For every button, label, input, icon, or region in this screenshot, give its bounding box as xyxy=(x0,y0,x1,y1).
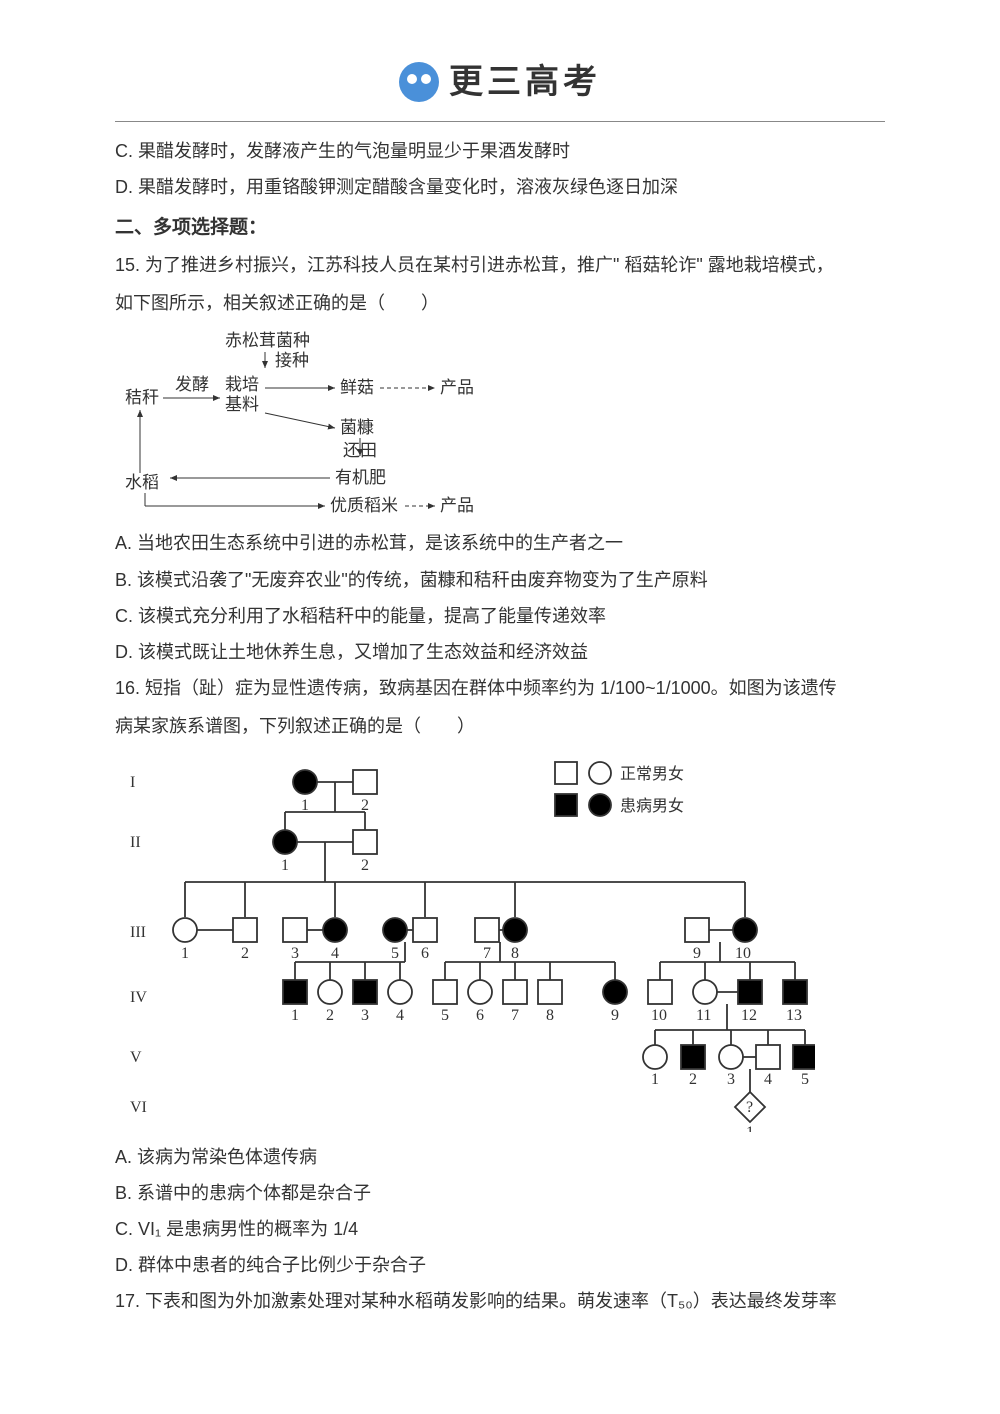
svg-text:2: 2 xyxy=(326,1007,334,1024)
q16-stem-2: 病某家族系谱图，下列叙述正确的是（ ） xyxy=(115,709,885,743)
svg-text:8: 8 xyxy=(511,945,519,962)
q16-opt-a: A. 该病为常染色体遗传病 xyxy=(115,1140,885,1174)
svg-text:8: 8 xyxy=(546,1007,554,1024)
svg-text:4: 4 xyxy=(764,1071,772,1088)
header-rule xyxy=(115,121,885,122)
svg-text:发酵: 发酵 xyxy=(175,375,209,394)
q15-opt-c: C. 该模式充分利用了水稻秸秆中的能量，提高了能量传递效率 xyxy=(115,599,885,633)
svg-text:秸秆: 秸秆 xyxy=(125,388,159,407)
svg-text:1: 1 xyxy=(291,1007,299,1024)
logo-text: 更三高考 xyxy=(449,50,601,115)
svg-text:9: 9 xyxy=(611,1007,619,1024)
q16-opt-b: B. 系谱中的患病个体都是杂合子 xyxy=(115,1176,885,1210)
svg-text:7: 7 xyxy=(511,1007,519,1024)
svg-text:接种: 接种 xyxy=(275,351,309,370)
q15-stem-2: 如下图所示，相关叙述正确的是（ ） xyxy=(115,286,885,320)
svg-text:4: 4 xyxy=(331,945,339,962)
svg-text:3: 3 xyxy=(727,1071,735,1088)
q16-stem-1: 16. 短指（趾）症为显性遗传病，致病基因在群体中频率约为 1/100~1/10… xyxy=(115,671,885,705)
svg-text:有机肥: 有机肥 xyxy=(335,468,386,487)
svg-text:基料: 基料 xyxy=(225,395,259,414)
svg-text:3: 3 xyxy=(291,945,299,962)
svg-text:13: 13 xyxy=(786,1007,802,1024)
svg-text:5: 5 xyxy=(441,1007,449,1024)
option-c-prev: C. 果醋发酵时，发酵液产生的气泡量明显少于果酒发酵时 xyxy=(115,134,885,168)
option-d-prev: D. 果醋发酵时，用重铬酸钾测定醋酸含量变化时，溶液灰绿色逐日加深 xyxy=(115,170,885,204)
svg-text:1: 1 xyxy=(281,857,289,874)
svg-text:3: 3 xyxy=(361,1007,369,1024)
svg-text:正常男女: 正常男女 xyxy=(620,764,684,783)
svg-text:赤松茸菌种: 赤松茸菌种 xyxy=(225,331,310,350)
svg-text:2: 2 xyxy=(241,945,249,962)
svg-text:产品: 产品 xyxy=(440,378,474,397)
svg-text:菌糠: 菌糠 xyxy=(340,417,374,437)
q15-stem-1: 15. 为了推进乡村振兴，江苏科技人员在某村引进赤松茸，推广" 稻菇轮诈" 露地… xyxy=(115,248,885,282)
svg-text:5: 5 xyxy=(391,945,399,962)
svg-text:5: 5 xyxy=(801,1071,809,1088)
svg-text:?: ? xyxy=(746,1099,753,1116)
q15-opt-a: A. 当地农田生态系统中引进的赤松茸，是该系统中的生产者之一 xyxy=(115,526,885,560)
header-logo: 更三高考 xyxy=(115,50,885,115)
svg-text:V: V xyxy=(130,1049,142,1066)
svg-text:6: 6 xyxy=(476,1007,484,1024)
svg-text:10: 10 xyxy=(735,945,751,962)
q15-opt-b: B. 该模式沿袭了"无废弃农业"的传统，菌糠和秸秆由废弃物变为了生产原料 xyxy=(115,563,885,597)
svg-text:栽培: 栽培 xyxy=(225,375,259,394)
svg-text:III: III xyxy=(130,924,146,941)
svg-text:1: 1 xyxy=(651,1071,659,1088)
section-2-title: 二、多项选择题： xyxy=(115,210,885,246)
svg-text:优质稻米: 优质稻米 xyxy=(330,496,398,515)
svg-text:1: 1 xyxy=(181,945,189,962)
svg-text:VI: VI xyxy=(130,1099,147,1116)
svg-text:9: 9 xyxy=(693,945,701,962)
svg-text:4: 4 xyxy=(396,1007,404,1024)
svg-text:IV: IV xyxy=(130,989,147,1006)
svg-text:7: 7 xyxy=(483,945,491,962)
svg-text:11: 11 xyxy=(696,1007,711,1024)
svg-text:2: 2 xyxy=(361,857,369,874)
owl-icon xyxy=(399,62,439,102)
svg-text:患病男女: 患病男女 xyxy=(620,796,684,815)
svg-text:还田: 还田 xyxy=(343,441,377,460)
q16-opt-c: C. VI₁ 是患病男性的概率为 1/4 xyxy=(115,1212,885,1246)
svg-text:水稻: 水稻 xyxy=(125,473,159,492)
svg-text:产品: 产品 xyxy=(440,496,474,515)
q16-pedigree: I II III IV V VI 正常男女 患病男女 1 2 1 2 xyxy=(115,752,885,1132)
q15-opt-d: D. 该模式既让土地休养生息，又增加了生态效益和经济效益 xyxy=(115,635,885,669)
svg-text:1: 1 xyxy=(746,1124,754,1132)
svg-text:2: 2 xyxy=(689,1071,697,1088)
svg-text:12: 12 xyxy=(741,1007,757,1024)
svg-text:I: I xyxy=(130,774,135,791)
q16-opt-d: D. 群体中患者的纯合子比例少于杂合子 xyxy=(115,1248,885,1282)
q17-stem: 17. 下表和图为外加激素处理对某种水稻萌发影响的结果。萌发速率（T₅₀）表达最… xyxy=(115,1284,885,1318)
svg-text:10: 10 xyxy=(651,1007,667,1024)
svg-text:6: 6 xyxy=(421,945,429,962)
svg-text:鲜菇: 鲜菇 xyxy=(340,378,374,397)
svg-text:II: II xyxy=(130,834,141,851)
q15-flow-diagram: 赤松茸菌种 接种 秸秆 发酵 栽培 基料 鲜菇 产品 菌糠 还田 水稻 有机肥 … xyxy=(115,328,885,518)
